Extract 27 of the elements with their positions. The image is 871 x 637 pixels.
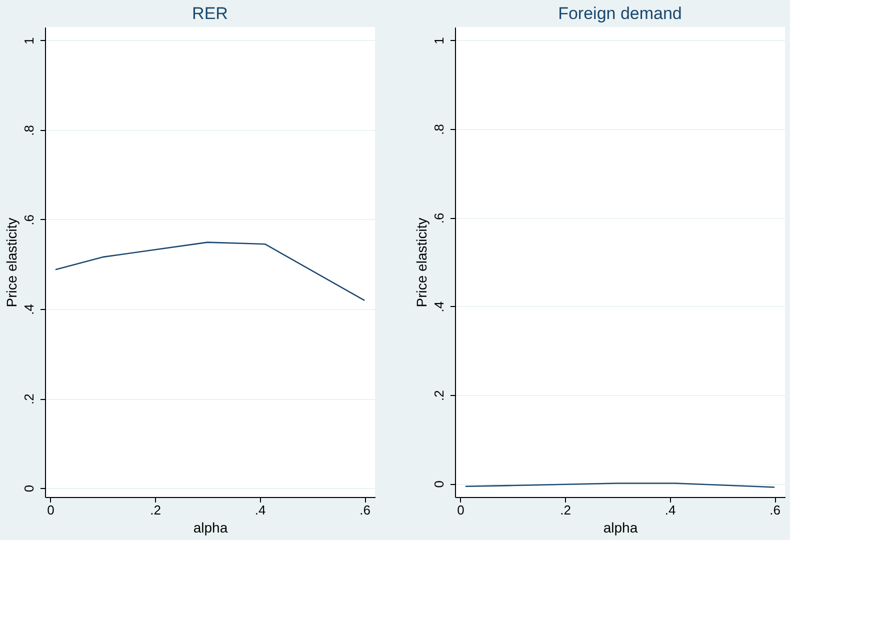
x-tick-label: 0 xyxy=(47,502,54,518)
x-tick-label: .6 xyxy=(770,502,780,518)
line-series xyxy=(54,242,366,302)
x-axis-title: alpha xyxy=(193,520,228,536)
x-tick-label: .2 xyxy=(560,502,571,518)
x-tick-label: .2 xyxy=(150,502,161,518)
y-tick-label: .8 xyxy=(432,124,446,135)
y-tick-label: .4 xyxy=(432,301,446,312)
y-axis-title: Price elasticity xyxy=(4,218,20,308)
y-tick-label: 0 xyxy=(22,484,36,492)
y-tick-label: 0 xyxy=(432,480,446,488)
chart-title: Foreign demand xyxy=(558,4,682,23)
y-tick-label: 1 xyxy=(432,37,446,44)
x-tick-label: .6 xyxy=(360,502,370,518)
y-tick-label: .8 xyxy=(22,125,36,136)
chart-title: RER xyxy=(192,4,228,23)
x-tick-label: .4 xyxy=(254,502,266,518)
y-tick-label: .6 xyxy=(432,212,446,224)
y-tick-label: .6 xyxy=(22,214,36,226)
x-tick-label: .4 xyxy=(664,502,676,518)
y-tick-label: .2 xyxy=(22,394,36,404)
y-axis-title: Price elasticity xyxy=(414,218,430,308)
y-tick-label: .2 xyxy=(432,390,446,401)
x-tick-label: 0 xyxy=(457,502,464,518)
y-tick-label: 1 xyxy=(22,37,36,45)
x-axis-title: alpha xyxy=(603,520,638,536)
y-tick-label: .4 xyxy=(22,304,36,315)
